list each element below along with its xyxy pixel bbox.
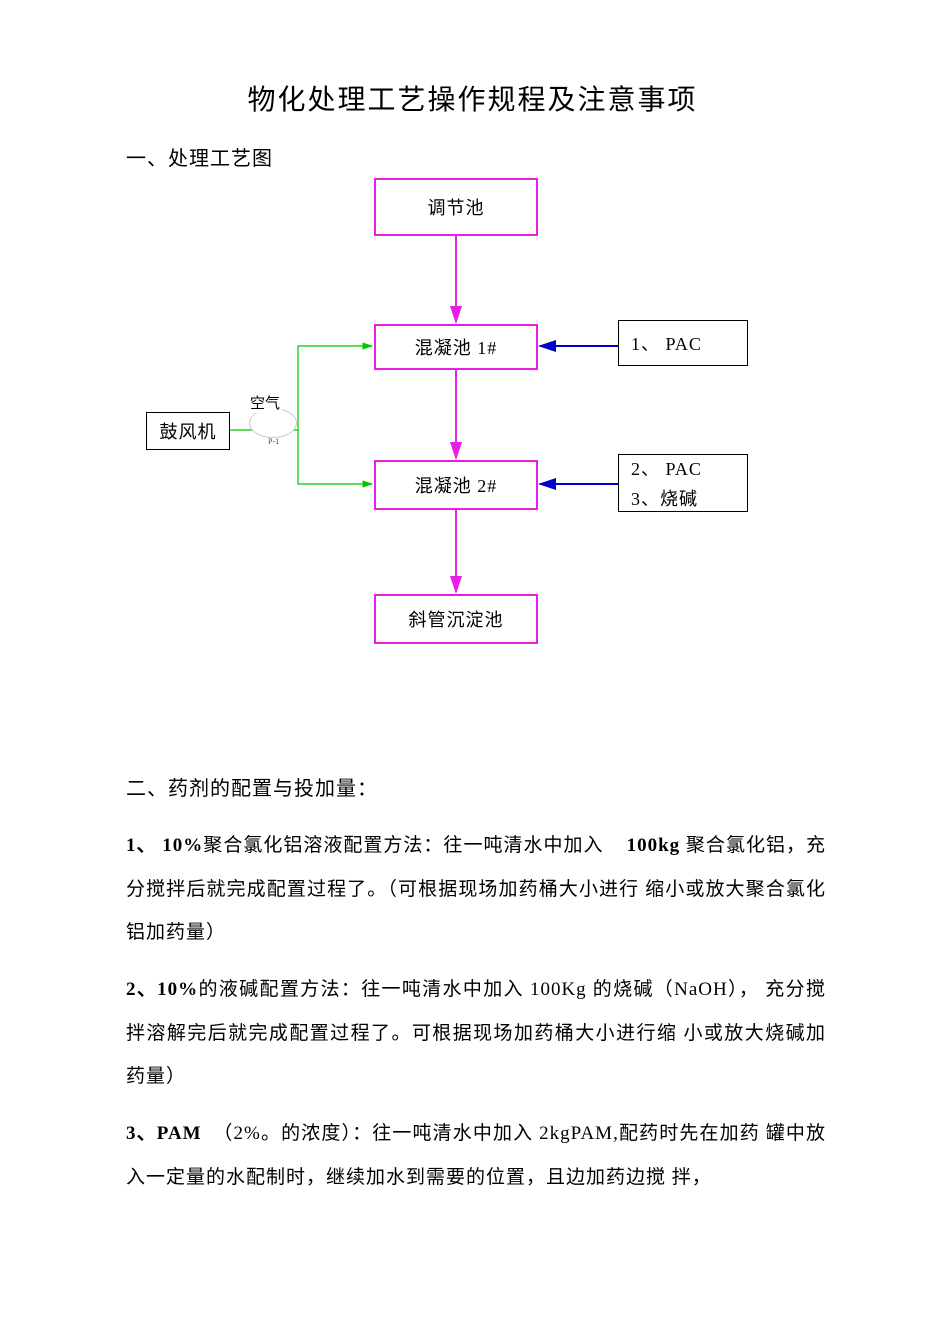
process-diagram: 调节池 混凝池 1# 混凝池 2# 斜管沉淀池 鼓风机 1、 PAC 2、 PA… [0,160,945,680]
p1-body: 聚合氯化铝溶液配置方法：往一吨清水中加入 [203,835,603,856]
p1-label: P-1 [268,437,279,446]
node-pac1: 1、 PAC [618,320,748,366]
p2-body: 的液碱配置方法：往一吨清水中加入 100Kg 的烧碱（NaOH）， 充分搅拌溶解… [126,979,826,1087]
node-coag-2: 混凝池 2# [374,460,538,510]
node-blower: 鼓风机 [146,412,230,450]
p1-amount: 100kg [627,835,681,856]
node-adjust-tank: 调节池 [374,178,538,236]
edge-air-n3 [298,430,372,484]
paragraph-2: 2、10%的液碱配置方法：往一吨清水中加入 100Kg 的烧碱（NaOH）， 充… [126,968,826,1099]
node-coag-1: 混凝池 1# [374,324,538,370]
p1-prefix: 1、 10% [126,835,203,856]
section-2-heading: 二、药剂的配置与投加量： [126,772,378,801]
node-sediment-tank: 斜管沉淀池 [374,594,538,644]
node-pac2: 2、 PAC 3、烧碱 [618,454,748,512]
p2-prefix: 2、10% [126,979,198,1000]
air-label: 空气 [248,392,282,413]
p3-body: （2%。的浓度）：往一吨清水中加入 2kgPAM,配药时先在加药 罐中放入一定量… [126,1123,826,1188]
paragraph-3: 3、PAM （2%。的浓度）：往一吨清水中加入 2kgPAM,配药时先在加药 罐… [126,1112,826,1199]
edge-air-n2 [298,346,372,430]
page-title: 物化处理工艺操作规程及注意事项 [0,0,945,118]
node-pac2-line2: 3、烧碱 [631,485,698,511]
paragraph-1: 1、 10%聚合氯化铝溶液配置方法：往一吨清水中加入 100kg 聚合氯化铝，充… [126,824,826,955]
p3-prefix: 3、PAM [126,1123,202,1144]
node-pac2-line1: 2、 PAC [631,455,702,481]
